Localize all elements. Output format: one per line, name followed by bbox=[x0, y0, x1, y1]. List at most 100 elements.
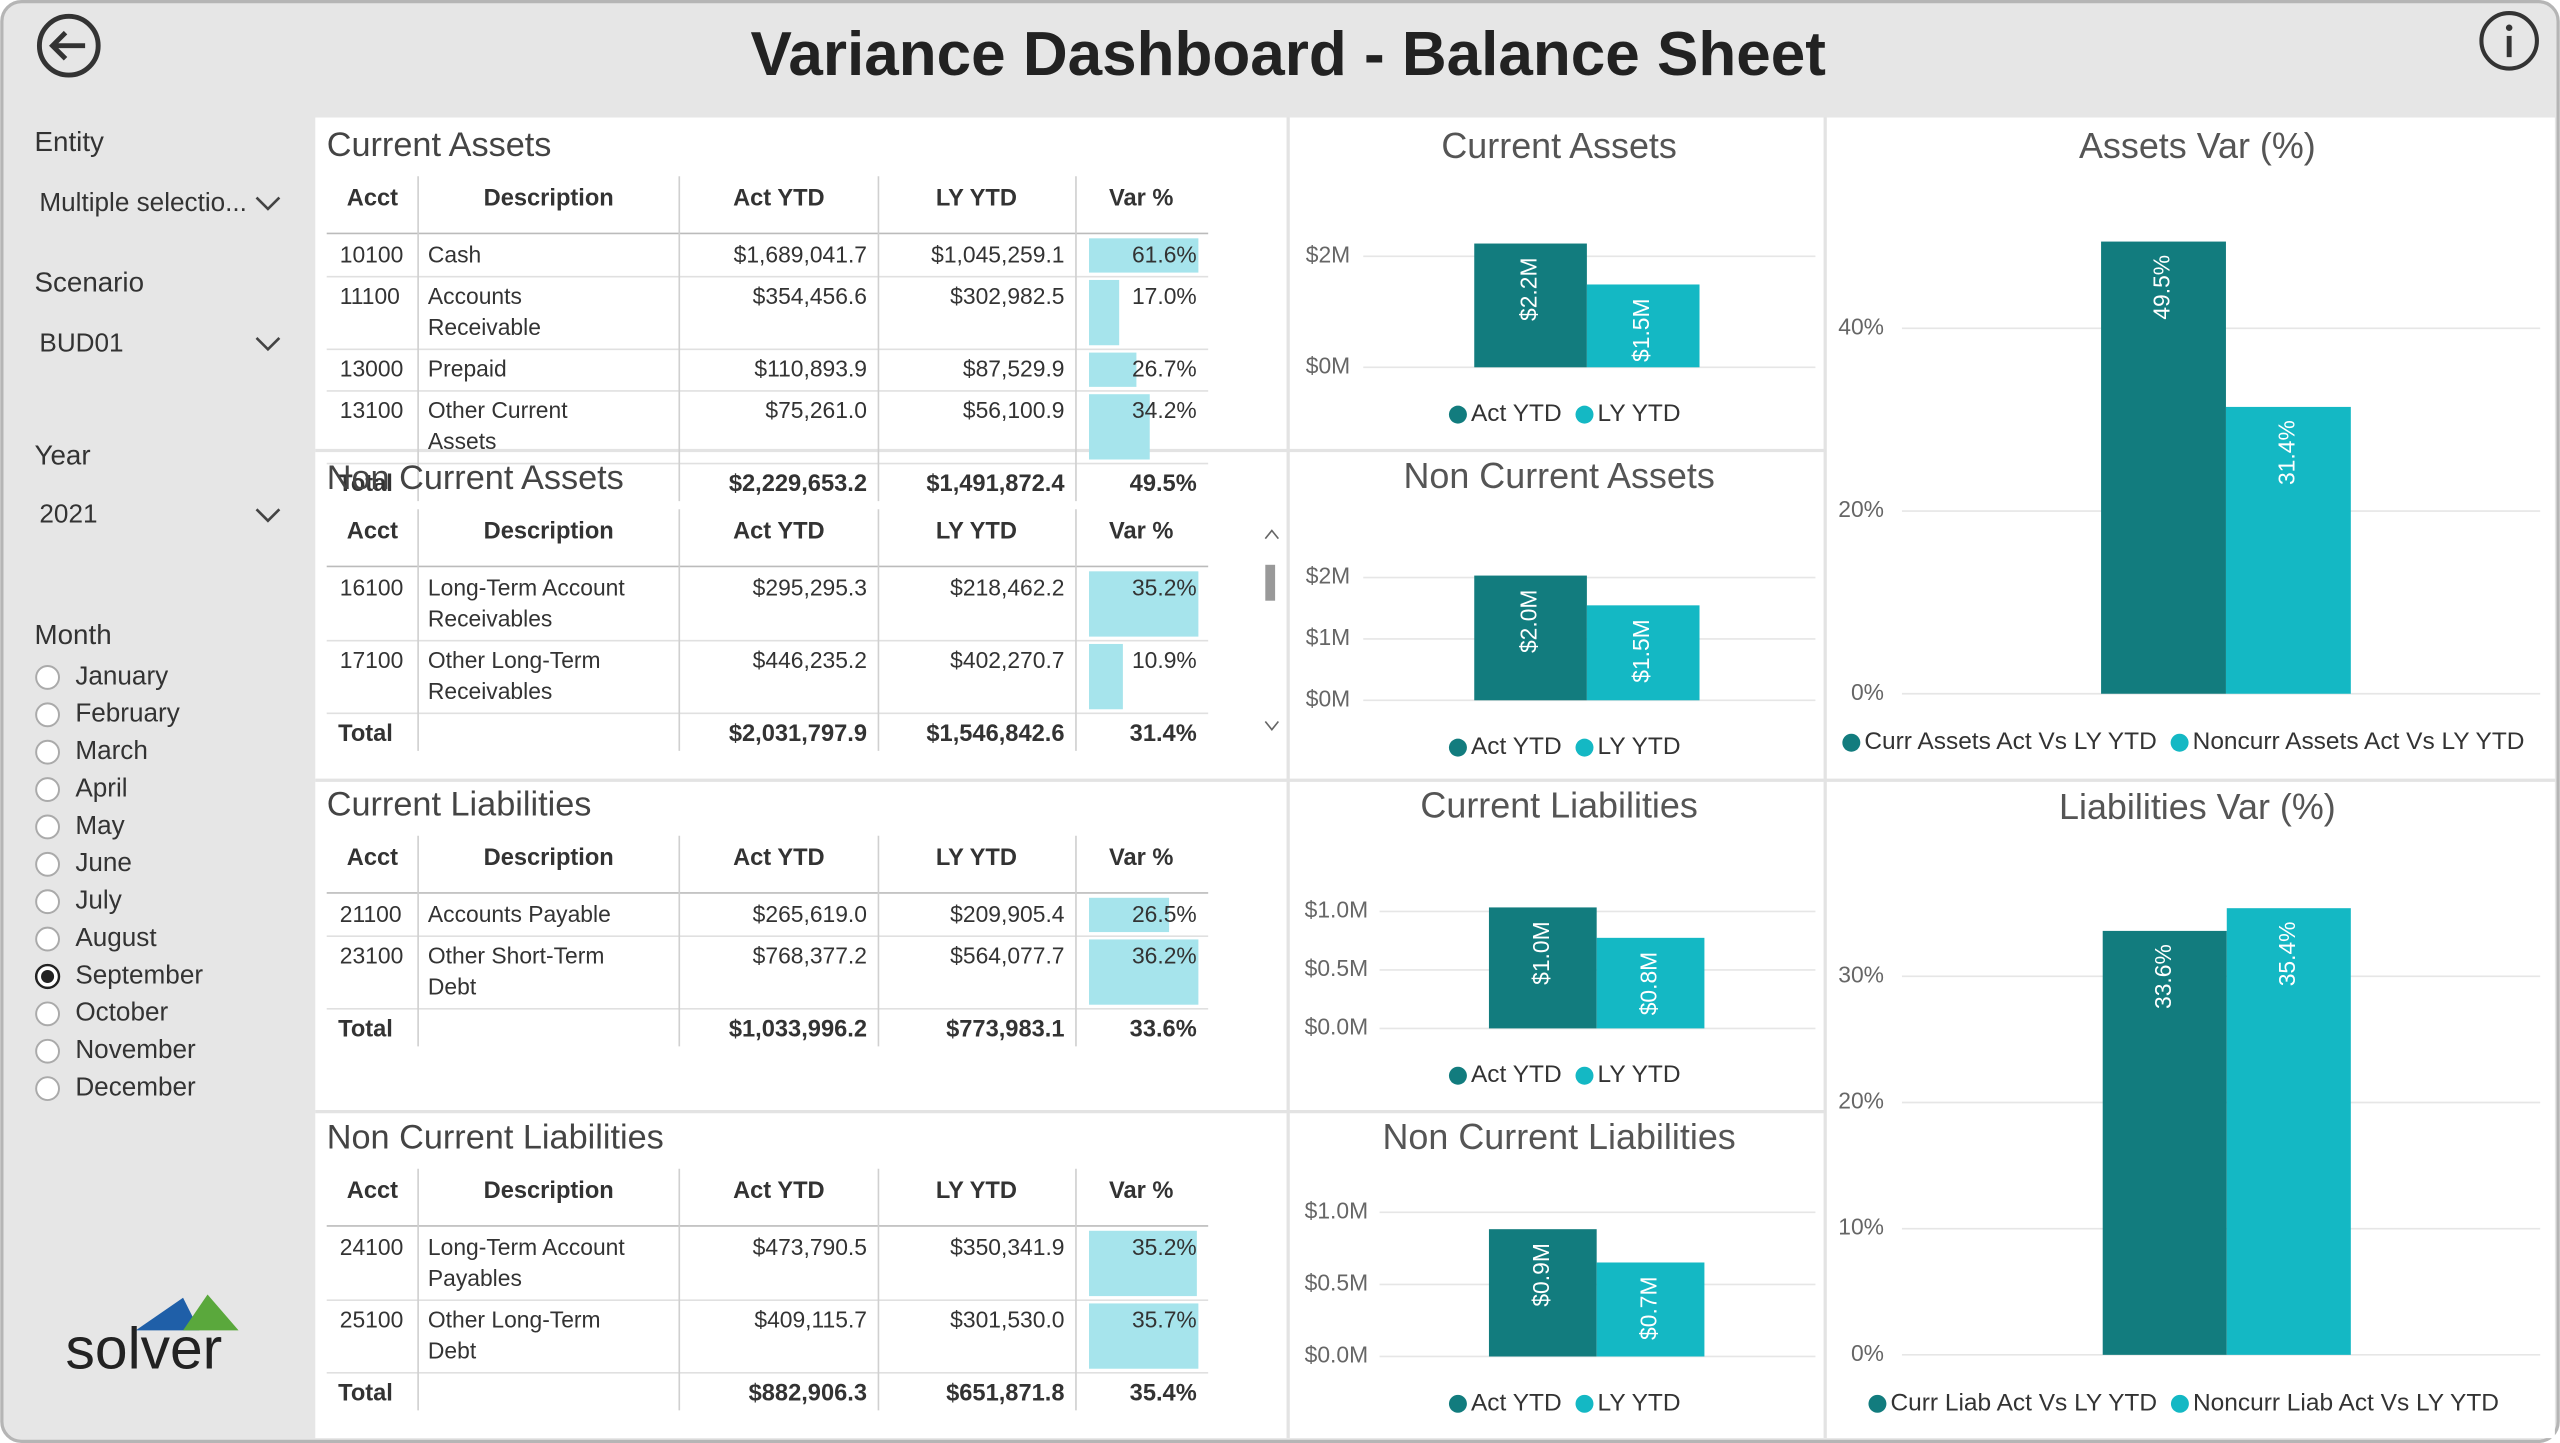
radio-button bbox=[35, 1001, 60, 1027]
cell-act-ytd: $265,619.0 bbox=[753, 901, 867, 927]
cell-act-ytd: $295,295.3 bbox=[753, 574, 867, 600]
bar-value-label: 33.6% bbox=[2150, 944, 2176, 1009]
logo-blue bbox=[135, 1297, 200, 1331]
month-radio[interactable]: November bbox=[35, 1034, 196, 1064]
filter-dropdown[interactable]: 2021 bbox=[39, 499, 281, 529]
chart-title: Non Current Liabilities bbox=[1383, 1116, 1736, 1157]
scroll-down bbox=[1264, 720, 1280, 731]
cell-act-ytd: $110,893.9 bbox=[754, 356, 867, 382]
radio-button-dot bbox=[41, 969, 55, 984]
radio-button bbox=[35, 739, 60, 765]
month-radio[interactable]: July bbox=[35, 885, 122, 915]
legend-item: Act YTD bbox=[1448, 733, 1562, 760]
cell-acct: 10100 bbox=[340, 241, 404, 267]
column-header: Description bbox=[484, 845, 614, 871]
total-act-ytd: $2,031,797.9 bbox=[729, 721, 867, 747]
legend-swatch bbox=[1575, 405, 1594, 424]
info-button[interactable] bbox=[2479, 11, 2539, 71]
cell-description: Other Long-Term Receivables bbox=[428, 647, 607, 704]
logo-green bbox=[183, 1294, 239, 1331]
y-tick-label: $2M bbox=[1306, 241, 1350, 267]
filter-dropdown[interactable]: BUD01 bbox=[39, 327, 281, 357]
column-header: LY YTD bbox=[936, 185, 1017, 211]
back-arrow bbox=[49, 30, 86, 61]
total-label: Total bbox=[338, 1380, 393, 1406]
column-header: LY YTD bbox=[936, 518, 1017, 544]
chart-title: Current Liabilities bbox=[1420, 784, 1697, 825]
month-option: July bbox=[75, 885, 121, 915]
y-tick-label: $0.5M bbox=[1305, 955, 1369, 981]
scrollbar bbox=[1264, 529, 1280, 731]
month-radio[interactable]: September bbox=[34, 959, 203, 989]
total-var: 33.6% bbox=[1130, 1016, 1197, 1042]
bar bbox=[1488, 907, 1597, 1029]
column-header: Var % bbox=[1109, 185, 1173, 211]
month-radio[interactable]: May bbox=[35, 810, 125, 840]
bar-value-label: $0.8M bbox=[1636, 952, 1662, 1015]
back-button[interactable] bbox=[36, 13, 101, 78]
month-radio[interactable]: February bbox=[35, 698, 180, 728]
scroll-up bbox=[1264, 529, 1280, 540]
legend-item: Curr Assets Act Vs LY YTD bbox=[1842, 728, 2157, 755]
legend-item: LY YTD bbox=[1575, 733, 1681, 760]
cell-act-ytd: $75,261.0 bbox=[765, 397, 867, 423]
filter-dropdown[interactable]: Multiple selectio... bbox=[39, 187, 281, 217]
month-option: December bbox=[75, 1072, 196, 1102]
cell-acct: 21100 bbox=[340, 901, 402, 927]
cell-act-ytd: $446,235.2 bbox=[753, 647, 867, 673]
cell-acct: 16100 bbox=[340, 574, 404, 600]
bar-value-label: $0.7M bbox=[1636, 1276, 1662, 1340]
cell-acct: 13100 bbox=[340, 397, 404, 423]
legend-item: Curr Liab Act Vs LY YTD bbox=[1868, 1389, 2157, 1416]
total-label: Total bbox=[338, 721, 393, 747]
month-radio[interactable]: March bbox=[35, 735, 148, 765]
cell-acct: 23100 bbox=[340, 942, 404, 968]
total-var: 31.4% bbox=[1130, 721, 1197, 747]
month-radio[interactable]: August bbox=[35, 922, 157, 952]
y-tick-label: $0M bbox=[1306, 685, 1350, 711]
column-header: Var % bbox=[1109, 845, 1173, 871]
bar bbox=[1586, 605, 1700, 701]
legend-swatch bbox=[1842, 733, 1861, 752]
y-tick-label: $2M bbox=[1306, 563, 1350, 589]
chart: Current Assets $0M $2M $2.2M $1.5M Act YTD LY … bbox=[1306, 125, 1816, 427]
filter-value: BUD01 bbox=[39, 327, 123, 357]
month-option: August bbox=[75, 922, 157, 952]
cell-acct: 13000 bbox=[340, 356, 404, 382]
chart: Assets Var (%) 0% 20% 40% 49.5% 31.4% Curr Ass… bbox=[1838, 125, 2541, 755]
month-radio[interactable]: October bbox=[35, 997, 169, 1027]
month-radio[interactable]: April bbox=[35, 772, 128, 802]
cell-var: 10.9% bbox=[1132, 647, 1197, 673]
dropdown-chevron bbox=[255, 508, 281, 523]
bar bbox=[1596, 1262, 1705, 1357]
bar bbox=[1474, 575, 1587, 701]
filter-value: Multiple selectio... bbox=[39, 187, 247, 217]
cell-acct: 25100 bbox=[340, 1306, 404, 1332]
cell-description: Prepaid bbox=[428, 356, 507, 382]
month-option: April bbox=[75, 772, 127, 802]
month-radio[interactable]: January bbox=[35, 660, 168, 690]
cell-ly-ytd: $56,100.9 bbox=[963, 397, 1065, 423]
legend-item: Act YTD bbox=[1448, 400, 1562, 427]
radio-button bbox=[35, 926, 60, 952]
cell-var: 34.2% bbox=[1132, 397, 1197, 423]
y-tick-label: 10% bbox=[1838, 1214, 1884, 1240]
cell-ly-ytd: $301,530.0 bbox=[950, 1306, 1064, 1332]
legend-label: Act YTD bbox=[1471, 400, 1562, 427]
radio-button bbox=[35, 889, 60, 915]
legend-item: Act YTD bbox=[1448, 1389, 1562, 1416]
bar-value-label: 49.5% bbox=[2149, 255, 2175, 320]
month-radio[interactable]: December bbox=[35, 1072, 196, 1102]
cell-description: Other Long-Term Debt bbox=[428, 1306, 607, 1363]
cell-ly-ytd: $209,905.4 bbox=[950, 901, 1065, 927]
month-radio[interactable]: June bbox=[35, 847, 132, 877]
total-act-ytd: $882,906.3 bbox=[749, 1380, 867, 1406]
legend-label: Act YTD bbox=[1471, 1389, 1562, 1416]
table-title: Current Liabilities bbox=[327, 785, 592, 823]
legend-swatch bbox=[1448, 405, 1467, 424]
cell-var: 35.2% bbox=[1132, 574, 1197, 600]
chart-title: Non Current Assets bbox=[1403, 455, 1714, 496]
bar bbox=[1488, 1229, 1597, 1357]
solver-logo bbox=[135, 1294, 239, 1331]
bar bbox=[2101, 241, 2226, 694]
